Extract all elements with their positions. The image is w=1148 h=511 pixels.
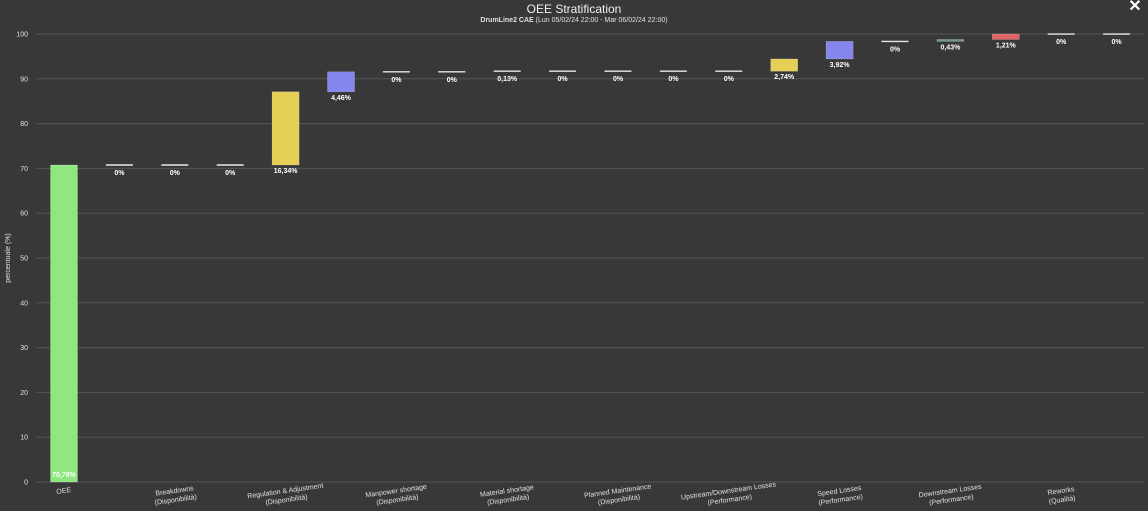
y-tick-label: 70 <box>20 166 28 173</box>
x-tick-label-line1: OEE <box>56 487 72 496</box>
bar-data-label: 1,21% <box>996 42 1017 49</box>
subtitle-date-range: (Lun 05/02/24 22:00 - Mar 06/02/24 22:00… <box>533 17 668 24</box>
bar-data-label: 4,46% <box>331 95 352 102</box>
x-tick-label-line1: Reworks <box>1047 486 1075 497</box>
y-tick-label: 10 <box>20 435 28 442</box>
x-tick-label: Breakdowns(Disponibilità) <box>154 485 197 507</box>
waterfall-bar <box>50 164 78 483</box>
bar-data-label: 0% <box>613 76 624 83</box>
bar-data-label: 0% <box>1112 39 1123 46</box>
bar-data-label: 0% <box>890 46 901 53</box>
y-tick-label: 0 <box>24 480 28 487</box>
waterfall-bar <box>936 39 965 42</box>
x-tick-label: Regulation & Adjustment(Disponibilità) <box>247 483 324 507</box>
close-icon[interactable]: ✕ <box>1128 0 1142 15</box>
y-tick-label: 30 <box>20 345 28 352</box>
y-tick-label: 20 <box>20 390 28 397</box>
bar-data-label: 0% <box>225 170 236 177</box>
bar-data-label: 0% <box>447 77 458 84</box>
bar-data-label: 0,43% <box>940 44 961 51</box>
waterfall-bar <box>770 58 798 72</box>
y-tick-label: 100 <box>16 32 28 39</box>
bar-data-label: 0% <box>724 76 735 83</box>
bar-data-label: 70,76% <box>52 472 77 479</box>
x-tick-label: Planned Maintenance(Disponibilità) <box>584 483 652 507</box>
bar-data-label: 0,13% <box>497 76 518 83</box>
x-tick-label: Reworks(Qualità) <box>1047 486 1076 506</box>
bar-data-label: 0% <box>668 76 679 83</box>
y-axis-label: percentuale (%) <box>5 233 12 282</box>
bar-data-label: 0% <box>391 77 402 84</box>
x-tick-label: OEE <box>56 487 72 496</box>
bar-data-label: 16,34% <box>274 168 299 175</box>
x-tick-label: Downstream Losses(Performance) <box>918 484 982 507</box>
bar-data-label: 2,74% <box>774 74 795 81</box>
bar-data-label: 0% <box>1056 39 1067 46</box>
y-tick-label: 60 <box>20 211 28 218</box>
x-tick-label-line2: (Qualità) <box>1048 495 1076 506</box>
waterfall-bar <box>825 41 854 60</box>
bar-data-label: 0% <box>114 170 125 177</box>
x-tick-label: Speed Losses(Performance) <box>817 485 863 507</box>
subtitle-line-name: DrumLine2 CAE <box>480 17 534 24</box>
chart-subtitle: DrumLine2 CAE (Lun 05/02/24 22:00 - Mar … <box>0 17 1148 24</box>
y-tick-label: 90 <box>20 76 28 83</box>
waterfall-bar <box>327 71 355 93</box>
waterfall-bar <box>992 33 1020 40</box>
x-tick-label: Manpower shortage(Disponibilità) <box>365 484 427 507</box>
bar-data-label: 3,92% <box>830 62 851 69</box>
bar-data-label: 0% <box>558 76 569 83</box>
y-tick-label: 80 <box>20 121 28 128</box>
y-tick-label: 40 <box>20 300 28 307</box>
bar-data-label: 0% <box>170 170 181 177</box>
x-tick-label: Upstream/Downstream Losses(Performance) <box>681 481 777 507</box>
waterfall-bar <box>271 91 300 166</box>
chart-title: OEE Stratification <box>526 2 622 16</box>
x-tick-label: Material shortage(Disponibilità) <box>480 484 535 507</box>
y-tick-label: 50 <box>20 256 28 263</box>
